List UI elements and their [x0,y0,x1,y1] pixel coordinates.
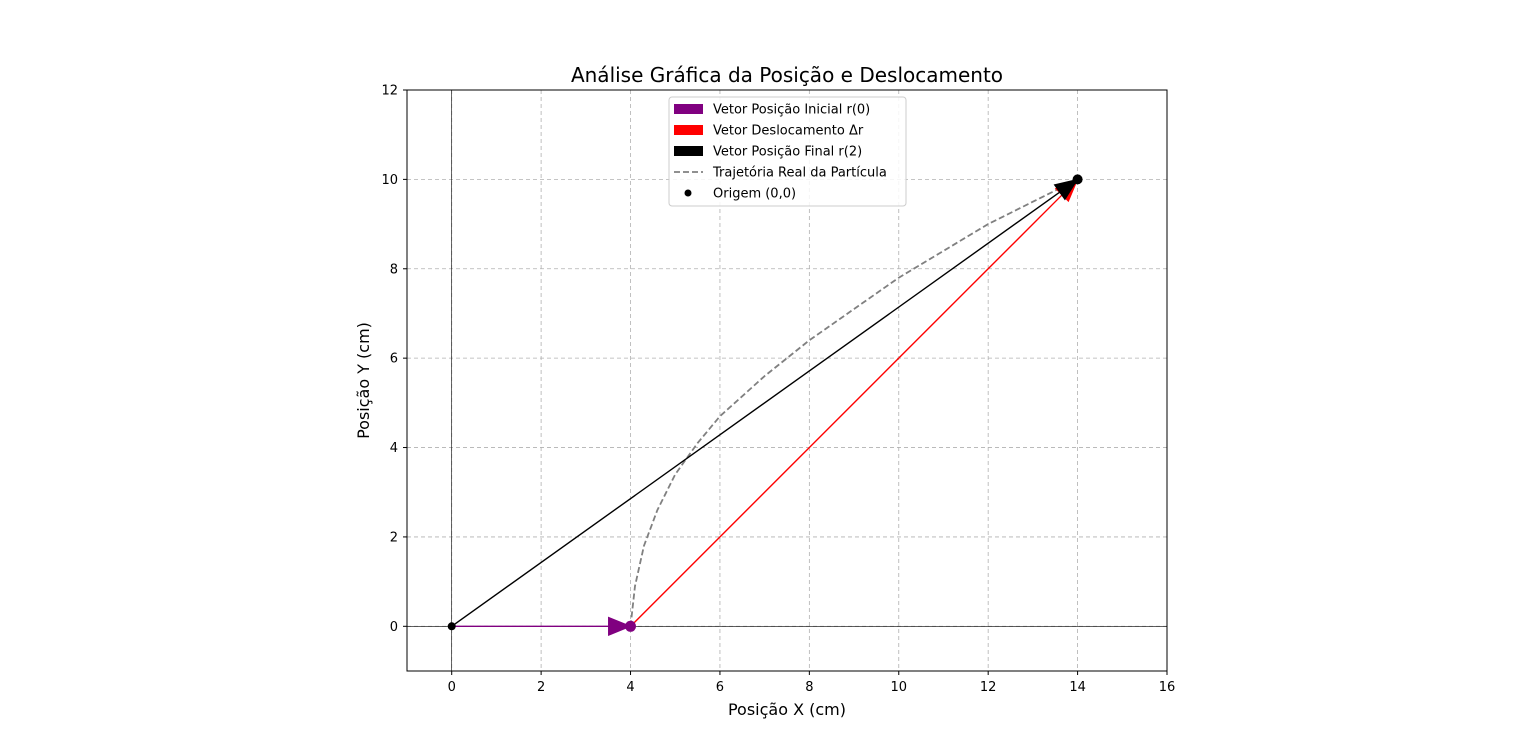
legend-swatch [684,189,692,197]
legend-swatch [674,146,703,156]
trajectory-line [629,178,1078,627]
legend-label: Vetor Posição Inicial r(0) [713,103,870,118]
final-position-vector-head [1053,178,1079,201]
plot-frame [406,89,1168,672]
chart-title: Análise Gráfica da Posição e Deslocament… [571,63,1003,87]
final-position-vector-shaft [451,191,1061,627]
data-point [625,620,637,632]
x-tick-label: 6 [716,680,724,695]
y-tick-label: 0 [390,620,398,635]
displacement-vector-shaft [630,194,1063,627]
x-axis-label: Posição X (cm) [728,700,846,719]
x-tick-label: 8 [805,680,813,695]
legend-label: Vetor Posição Final r(2) [713,145,862,160]
y-tick-label: 6 [390,352,398,367]
data-point [1072,174,1083,185]
x-tick-label: 4 [626,680,634,695]
y-tick-label: 12 [381,84,398,99]
x-tick-label: 0 [448,680,456,695]
legend-swatch [674,104,703,114]
x-tick-label: 2 [537,680,545,695]
y-axis-label: Posição Y (cm) [354,322,373,439]
y-tick-label: 2 [390,530,398,545]
y-tick-label: 10 [381,173,398,188]
data-layer [447,174,1083,637]
legend-label: Vetor Deslocamento Δr [713,124,864,139]
x-tick-label: 16 [1159,680,1176,695]
y-tick-label: 4 [390,441,398,456]
ticks: 0 2 4 6 8 10 12 14 16 0 2 4 6 8 10 12 [381,84,1175,696]
legend-label: Trajetória Real da Partícula [712,166,887,181]
legend-box [668,96,907,207]
legend-label: Origem (0,0) [713,187,796,202]
data-point [447,622,456,631]
legend: Vetor Posição Inicial r(0) Vetor Deslocam… [668,96,907,207]
initial-position-vector-head [608,616,632,637]
x-tick-label: 12 [980,680,997,695]
y-tick-label: 8 [390,262,398,277]
x-tick-label: 10 [890,680,907,695]
legend-swatch [674,125,703,135]
x-tick-label: 14 [1069,680,1086,695]
